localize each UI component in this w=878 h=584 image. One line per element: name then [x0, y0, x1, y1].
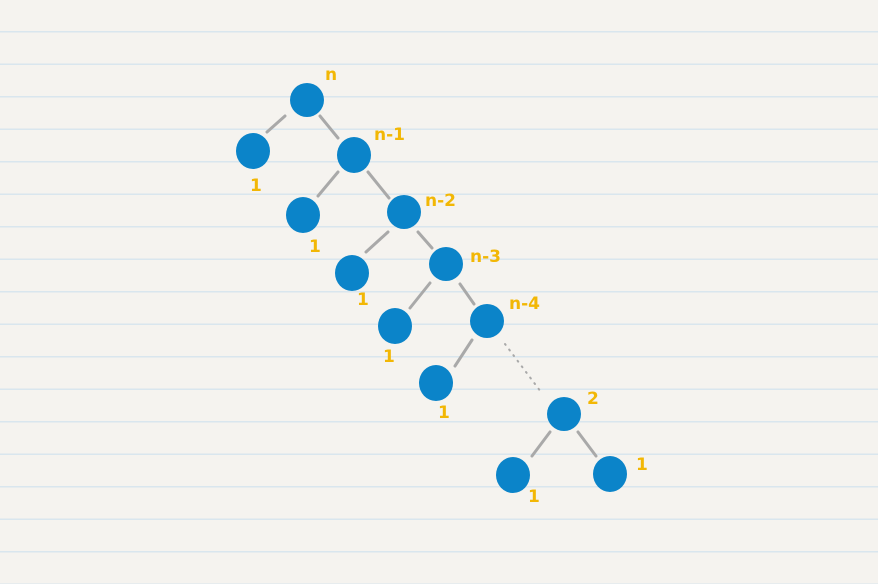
- tree-node-leaf: [335, 255, 369, 291]
- tree-node-leaf: [496, 457, 530, 493]
- edge: [364, 230, 390, 254]
- label-leaf-one: 1: [528, 487, 540, 507]
- label-n-minus-2: n-2: [425, 191, 456, 211]
- label-leaf-one: 1: [357, 290, 369, 310]
- tree-node-leaf: [236, 133, 270, 169]
- tree-node-leaf: [286, 197, 320, 233]
- edge: [576, 430, 598, 458]
- tree-node-leaf: [378, 308, 412, 344]
- edge: [416, 230, 434, 250]
- tree-node-leaf: [419, 365, 453, 401]
- tree-node: [429, 247, 463, 281]
- label-leaf-one: 1: [309, 237, 321, 257]
- ellipsis-dots: [504, 343, 542, 393]
- edge: [318, 114, 340, 140]
- label-leaf-one: 1: [636, 455, 648, 475]
- tree-nodes: [236, 83, 627, 493]
- edge: [366, 170, 391, 200]
- tree-node: [290, 83, 324, 117]
- tree-edges: [265, 114, 598, 458]
- edge: [316, 170, 340, 198]
- edge: [530, 430, 552, 458]
- tree-node: [547, 397, 581, 431]
- label-n: n: [325, 65, 337, 85]
- tree-node: [470, 304, 504, 338]
- edge: [458, 282, 476, 306]
- edge: [408, 281, 432, 310]
- label-n-minus-1: n-1: [374, 125, 405, 145]
- tree-node: [387, 195, 421, 229]
- label-two: 2: [587, 389, 599, 409]
- edge: [265, 114, 287, 134]
- tree-node: [337, 137, 371, 173]
- tree-node-leaf: [593, 456, 627, 492]
- label-leaf-one: 1: [383, 347, 395, 367]
- label-n-minus-4: n-4: [509, 294, 540, 314]
- edge: [453, 338, 474, 368]
- label-leaf-one: 1: [438, 403, 450, 423]
- tree-labels: n n-1 n-2 n-3 n-4 2 1 1 1 1 1 1 1: [250, 65, 648, 507]
- label-n-minus-3: n-3: [470, 247, 501, 267]
- label-leaf-one: 1: [250, 176, 262, 196]
